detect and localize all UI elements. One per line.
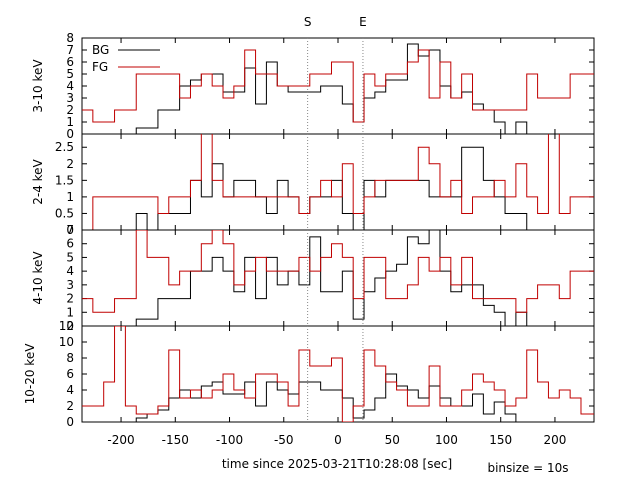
y-axis-label: 4-10 keV [31, 251, 45, 305]
legend: BG FG [92, 43, 160, 74]
y-tick-label: 8 [66, 351, 74, 365]
y-tick-label: 1 [66, 305, 74, 319]
panel-frame [81, 229, 595, 327]
panel-2: 0 0.5 1 1.5 2 2.5 2-4 keV [31, 133, 595, 237]
panel-4: 0 2 4 6 8 10 12 10-20 keV [23, 319, 595, 429]
y-tick-label: 4 [66, 264, 74, 278]
x-tick-label: 50 [385, 433, 400, 447]
series-bg-line [82, 230, 594, 326]
y-tick-label: 2 [66, 103, 74, 117]
y-tick-label: 5 [66, 67, 74, 81]
y-tick-label: 1.5 [55, 173, 74, 187]
marker-label-e: E [359, 15, 367, 29]
y-tick-label: 0.5 [55, 206, 74, 220]
y-tick-label: 1 [66, 190, 74, 204]
x-tick-label: -200 [107, 433, 134, 447]
series-fg-line [82, 230, 594, 313]
y-tick-label: 2 [66, 399, 74, 413]
y-axis-label: 2-4 keV [31, 158, 45, 204]
x-axis-group: -200 -150 -100 -50 0 50 100 150 200 [107, 433, 566, 447]
y-tick-label: 2 [66, 292, 74, 306]
y-tick-label: 1 [66, 115, 74, 129]
legend-bg-label: BG [92, 43, 109, 57]
x-tick-label: 200 [543, 433, 566, 447]
x-axis-label: time since 2025-03-21T10:28:08 [sec] [222, 457, 452, 471]
y-tick-label: 3 [66, 278, 74, 292]
y-tick-label: 7 [66, 223, 74, 237]
x-tick-label: 100 [435, 433, 458, 447]
binsize-label: binsize = 10s [487, 461, 568, 475]
y-tick-label: 4 [66, 383, 74, 397]
y-axis-label: 3-10 keV [31, 59, 45, 113]
x-tick-label: -100 [216, 433, 243, 447]
marker-label-s: S [304, 15, 312, 29]
y-tick-label: 6 [66, 237, 74, 251]
panel-frame [81, 133, 595, 231]
x-tick-label: 0 [334, 433, 342, 447]
y-tick-label: 5 [66, 250, 74, 264]
y-tick-label: 0 [66, 415, 74, 429]
x-tick-label: 150 [489, 433, 512, 447]
y-tick-label: 10 [59, 335, 74, 349]
y-tick-label: 3 [66, 91, 74, 105]
series-bg-line [82, 146, 594, 230]
y-tick-label: 4 [66, 79, 74, 93]
y-tick-label: 0 [66, 127, 74, 141]
x-tick-label: -150 [162, 433, 189, 447]
y-tick-label: 7 [66, 43, 74, 57]
y-tick-label: 0 [66, 223, 74, 237]
y-tick-label: 6 [66, 367, 74, 381]
series-bg-line [82, 43, 594, 134]
y-axis-label: 10-20 keV [23, 343, 37, 405]
y-tick-label: 2 [66, 157, 74, 171]
panel-frame [81, 325, 595, 423]
y-tick-label: 2.5 [55, 140, 74, 154]
y-tick-label: 6 [66, 55, 74, 69]
series-fg-line [82, 134, 594, 230]
y-tick-label: 0 [66, 319, 74, 333]
y-tick-label: 8 [66, 31, 74, 45]
y-tick-label: 12 [59, 319, 74, 333]
x-tick-label: -50 [274, 433, 294, 447]
series-fg-line [82, 326, 594, 422]
legend-fg-label: FG [92, 60, 108, 74]
series-fg-line [82, 49, 594, 123]
